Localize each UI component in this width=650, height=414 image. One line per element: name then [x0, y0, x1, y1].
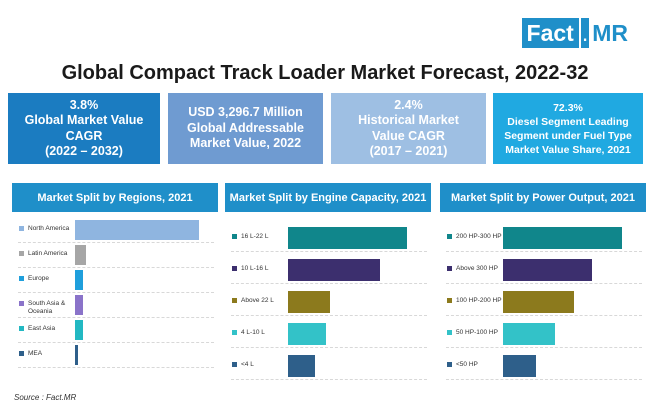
category-marker — [447, 266, 452, 271]
panel-title: Market Split by Regions, 2021 — [12, 183, 218, 212]
main-title: Global Compact Track Loader Market Forec… — [61, 62, 589, 84]
category-marker — [19, 326, 24, 331]
panel-engine-capacity: Market Split by Engine Capacity, 2021 16… — [225, 183, 431, 383]
stat-text: USD 3,296.7 Million Global Addressable M… — [187, 105, 304, 151]
category-marker — [232, 362, 237, 367]
bar — [503, 259, 593, 281]
bar — [75, 270, 84, 290]
stat-text: 2.4% Historical Market Value CAGR (2017 … — [358, 97, 459, 159]
bar — [288, 355, 315, 377]
category-label: 4 L-10 L — [241, 329, 265, 336]
bar — [75, 295, 84, 315]
category-label: 200 HP-300 HP — [456, 233, 502, 240]
panel-regions: Market Split by Regions, 2021 North Amer… — [12, 183, 218, 383]
logo-accent-text: MR — [592, 20, 628, 46]
row-divider — [18, 292, 214, 293]
category-label: 50 HP-100 HP — [456, 329, 498, 336]
category-marker — [19, 301, 24, 306]
category-label: Above 22 L — [241, 297, 274, 304]
stat-text: 72.3% Diesel Segment Leading Segment und… — [504, 101, 632, 156]
row-divider — [446, 347, 642, 348]
category-label: 16 L-22 L — [241, 233, 269, 240]
row-divider — [231, 315, 427, 316]
panel-power-output: Market Split by Power Output, 2021 200 H… — [440, 183, 646, 383]
category-label: Europe — [28, 275, 49, 282]
bar — [503, 355, 537, 377]
row-divider — [446, 283, 642, 284]
category-label: South Asia & Oceania — [28, 300, 66, 315]
category-label: Above 300 HP — [456, 265, 498, 272]
bar — [288, 323, 327, 345]
row-divider — [231, 251, 427, 252]
bar — [503, 323, 555, 345]
stat-box-addressable-value: USD 3,296.7 Million Global Addressable M… — [168, 93, 323, 164]
bar — [288, 227, 407, 249]
category-marker — [232, 266, 237, 271]
fact-mr-logo: Fact . MR — [521, 18, 628, 48]
logo-dot: . — [578, 18, 590, 48]
bar — [75, 345, 78, 365]
category-marker — [19, 351, 24, 356]
category-label: North America — [28, 225, 70, 232]
category-marker — [19, 251, 24, 256]
category-marker — [232, 298, 237, 303]
category-marker — [19, 226, 24, 231]
row-divider — [446, 251, 642, 252]
stat-text: 3.8% Global Market Value CAGR (2022 – 20… — [24, 97, 144, 159]
category-marker — [447, 362, 452, 367]
bar — [75, 220, 200, 240]
stat-box-historical-cagr: 2.4% Historical Market Value CAGR (2017 … — [331, 93, 486, 164]
row-divider — [231, 347, 427, 348]
category-label: MEA — [28, 350, 43, 357]
bar — [75, 320, 84, 340]
row-divider — [18, 267, 214, 268]
category-marker — [447, 234, 452, 239]
bar — [288, 291, 331, 313]
category-label: Latin America — [28, 250, 68, 257]
category-label: 10 L-16 L — [241, 265, 269, 272]
category-marker — [232, 234, 237, 239]
row-divider — [18, 317, 214, 318]
row-divider — [18, 367, 214, 368]
row-divider — [446, 315, 642, 316]
bar — [288, 259, 380, 281]
panel-chart: 200 HP-300 HP Above 300 HP 100 HP-200 HP 50… — [440, 216, 646, 380]
category-label: East Asia — [28, 325, 56, 332]
stat-box-market-cagr: 3.8% Global Market Value CAGR (2022 – 20… — [8, 93, 160, 164]
category-label: 100 HP-200 HP — [456, 297, 502, 304]
category-marker — [19, 276, 24, 281]
stat-box-diesel-share: 72.3% Diesel Segment Leading Segment und… — [493, 93, 643, 164]
category-marker — [447, 298, 452, 303]
panel-chart: 16 L-22 L 10 L-16 L Above 22 L 4 L-10 L <4 L — [225, 216, 431, 380]
category-marker — [447, 330, 452, 335]
category-label: <50 HP — [456, 361, 478, 368]
row-divider — [231, 379, 427, 380]
row-divider — [18, 342, 214, 343]
bar — [503, 227, 622, 249]
row-divider — [446, 379, 642, 380]
row-divider — [18, 242, 214, 243]
row-divider — [231, 283, 427, 284]
source-note: Source : Fact.MR — [14, 393, 77, 402]
category-marker — [232, 330, 237, 335]
panel-title: Market Split by Engine Capacity, 2021 — [225, 183, 431, 212]
logo-main-text: Fact — [521, 18, 579, 48]
bar — [75, 245, 86, 265]
panel-chart: North America Latin America Europe South As… — [12, 216, 218, 376]
bar — [503, 291, 574, 313]
category-label: <4 L — [241, 361, 254, 368]
panel-title: Market Split by Power Output, 2021 — [440, 183, 646, 212]
